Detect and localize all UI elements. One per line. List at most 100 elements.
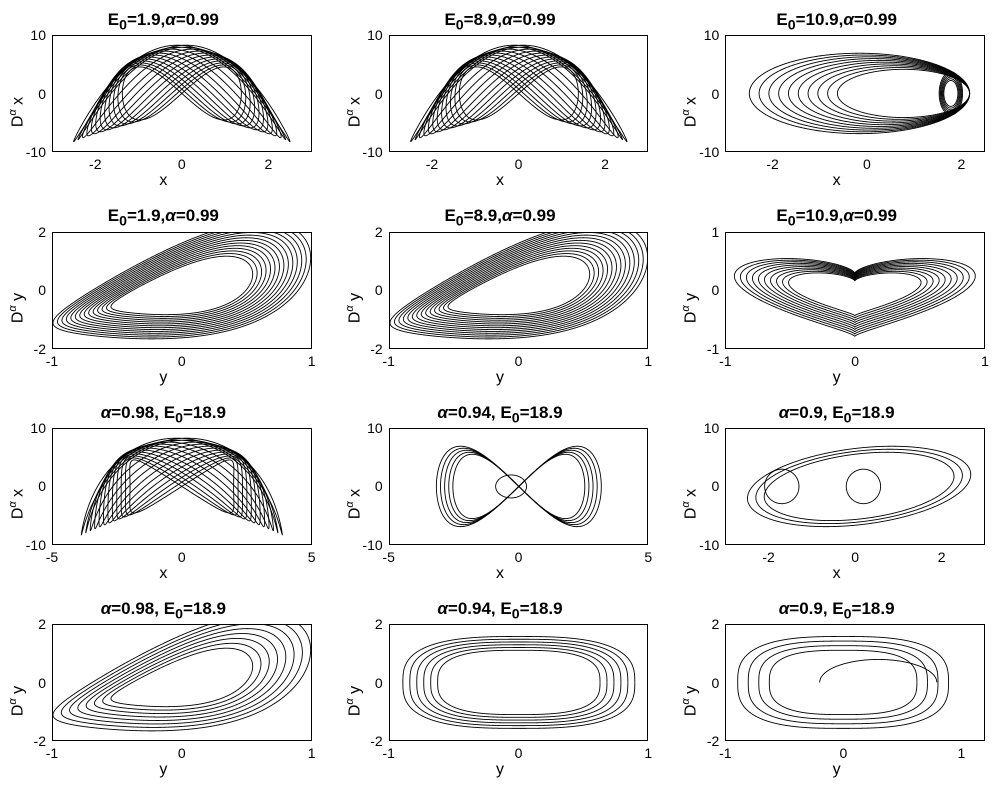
- x-tick: 0: [851, 353, 859, 369]
- subplot-3: E0=1.9,α=0.99Dα y-202-101y: [10, 206, 317, 384]
- x-tick: 1: [644, 353, 652, 369]
- plot-area: [389, 232, 649, 349]
- x-axis-label: y: [496, 761, 504, 779]
- x-ticks: -202: [389, 156, 649, 172]
- y-tick: 2: [38, 616, 46, 632]
- y-tick: 0: [38, 675, 46, 691]
- y-tick: -10: [26, 144, 46, 160]
- y-ticks: -202: [683, 624, 723, 741]
- x-tick: 0: [515, 745, 523, 761]
- x-axis-label: y: [833, 761, 841, 779]
- x-tick: 0: [178, 549, 186, 565]
- y-tick: -2: [34, 733, 46, 749]
- subplot-7: α=0.94, E0=18.9Dα x-10010-505x: [347, 403, 654, 581]
- y-ticks: -202: [10, 624, 50, 741]
- y-ticks: -10010: [10, 428, 50, 545]
- x-tick: 0: [178, 745, 186, 761]
- y-tick: 0: [38, 86, 46, 102]
- y-ticks: -202: [347, 624, 387, 741]
- subplot-11: α=0.9, E0=18.9Dα y-202-101y: [683, 599, 990, 777]
- plot-area: [389, 428, 649, 545]
- x-tick: -2: [762, 549, 774, 565]
- plot-area: [52, 35, 312, 152]
- x-tick: 0: [851, 549, 859, 565]
- subplot-title: E0=8.9,α=0.99: [444, 206, 555, 229]
- subplot-title: α=0.98, E0=18.9: [101, 403, 226, 426]
- plot-area: [725, 428, 985, 545]
- x-tick: -1: [382, 745, 394, 761]
- y-ticks: -202: [347, 232, 387, 349]
- y-ticks: -10010: [10, 35, 50, 152]
- x-axis-label: x: [159, 565, 167, 583]
- x-ticks: -2 0 2: [52, 156, 312, 172]
- y-tick: -2: [370, 341, 382, 357]
- y-tick: 2: [38, 224, 46, 240]
- plot-area: [52, 428, 312, 545]
- y-tick: 0: [38, 282, 46, 298]
- x-tick: 0: [178, 353, 186, 369]
- y-tick: 2: [375, 616, 383, 632]
- subplot-grid: E0=1.9,α=0.99Dα x-10010-202xE0=8.9,α=0.9…: [10, 10, 990, 777]
- x-tick: -1: [46, 353, 58, 369]
- x-tick: -1: [719, 353, 731, 369]
- x-tick: -2: [766, 156, 778, 172]
- x-ticks: -505: [389, 549, 649, 565]
- x-ticks: -202: [725, 156, 985, 172]
- y-tick: -10: [699, 144, 719, 160]
- y-tick: -10: [362, 537, 382, 553]
- y-ticks: -10010: [347, 35, 387, 152]
- y-tick: 2: [375, 224, 383, 240]
- x-tick: 0: [839, 745, 847, 761]
- subplot-title: E0=1.9,α=0.99: [108, 206, 219, 229]
- y-tick: 1: [712, 224, 720, 240]
- subplot-0: E0=1.9,α=0.99Dα x-10010-202x: [10, 10, 317, 188]
- x-tick: 0: [515, 156, 523, 172]
- y-tick: 0: [375, 478, 383, 494]
- subplot-title: E0=10.9,α=0.99: [776, 10, 897, 33]
- y-ticks: -10010: [683, 428, 723, 545]
- x-axis-label: x: [833, 172, 841, 190]
- plot-area: [389, 624, 649, 741]
- y-ticks: -101: [683, 232, 723, 349]
- y-tick: 10: [367, 420, 383, 436]
- x-tick: -1: [46, 745, 58, 761]
- y-tick: 0: [712, 675, 720, 691]
- x-ticks: -505: [52, 549, 312, 565]
- x-tick: 5: [644, 549, 652, 565]
- x-ticks: -101: [725, 353, 985, 369]
- x-tick: 1: [981, 353, 989, 369]
- x-ticks: -202: [725, 549, 985, 565]
- subplot-1: E0=8.9,α=0.99Dα x-10010-202x: [347, 10, 654, 188]
- y-tick: 2: [712, 616, 720, 632]
- x-tick: 0: [178, 156, 186, 172]
- y-tick: 0: [375, 675, 383, 691]
- subplot-2: E0=10.9,α=0.99Dα x-10010-202x: [683, 10, 990, 188]
- y-tick: -2: [707, 733, 719, 749]
- x-tick: -5: [46, 549, 58, 565]
- y-tick: 10: [367, 27, 383, 43]
- y-ticks: -10010: [347, 428, 387, 545]
- x-tick: 0: [863, 156, 871, 172]
- subplot-title: E0=1.9,α=0.99: [108, 10, 219, 33]
- x-ticks: -101: [52, 745, 312, 761]
- subplot-title: E0=8.9,α=0.99: [444, 10, 555, 33]
- x-tick: -5: [382, 549, 394, 565]
- x-tick: 2: [264, 156, 272, 172]
- y-tick: 10: [704, 27, 720, 43]
- x-tick: -2: [89, 156, 101, 172]
- plot-area: [52, 232, 312, 349]
- x-tick: 2: [601, 156, 609, 172]
- x-tick: 1: [308, 745, 316, 761]
- subplot-5: E0=10.9,α=0.99Dα y-101-101y: [683, 206, 990, 384]
- plot-area: [52, 624, 312, 741]
- x-ticks: -101: [52, 353, 312, 369]
- subplot-9: α=0.98, E0=18.9Dα y-202-101y: [10, 599, 317, 777]
- x-tick: 0: [515, 353, 523, 369]
- plot-area: [725, 35, 985, 152]
- x-axis-label: y: [159, 369, 167, 387]
- x-tick: 1: [957, 745, 965, 761]
- y-tick: -10: [26, 537, 46, 553]
- x-axis-label: x: [496, 565, 504, 583]
- y-tick: 0: [712, 86, 720, 102]
- x-tick: 1: [644, 745, 652, 761]
